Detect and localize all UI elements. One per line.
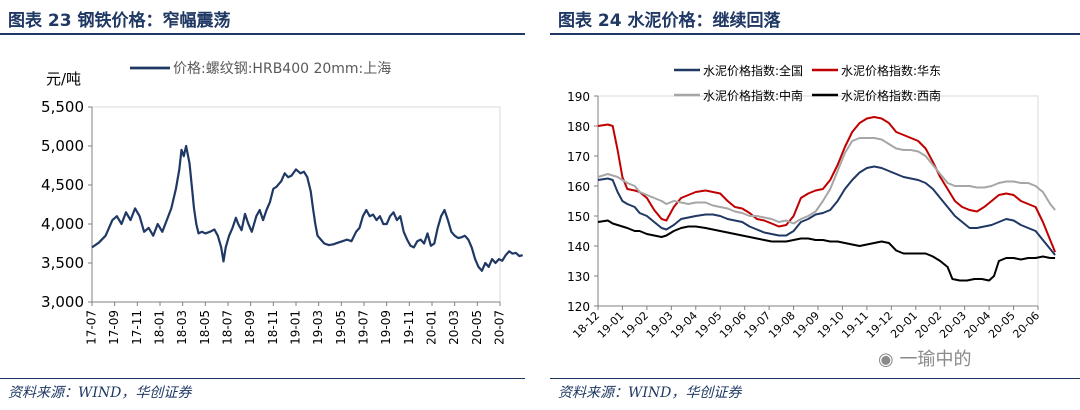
y-tick-label: 190 xyxy=(567,90,590,104)
x-tick-label: 18-07 xyxy=(221,310,235,345)
series-line-0 xyxy=(597,165,1056,256)
x-tick-label: 20-05 xyxy=(470,310,484,345)
legend-label: 水泥价格指数:中南 xyxy=(703,88,803,103)
x-tick-label: 19-09 xyxy=(379,310,393,345)
x-tick-label: 20-05 xyxy=(986,309,1018,341)
wechat-icon: ◉ xyxy=(878,349,894,370)
x-tick-label: 19-11 xyxy=(839,309,871,341)
x-tick-label: 20-03 xyxy=(937,309,969,341)
y-tick-label: 120 xyxy=(567,300,590,314)
legend-label: 水泥价格指数:西南 xyxy=(841,88,941,103)
cement-chart-source: 资料来源：WIND，华创证券 xyxy=(558,385,742,401)
x-tick-label: 20-06 xyxy=(1010,309,1042,341)
steel-chart-title: 图表 23 钢铁价格：窄幅震荡 xyxy=(8,11,231,31)
y-tick-label: 170 xyxy=(567,150,590,164)
source-divider xyxy=(550,378,1080,379)
x-tick-label: 18-11 xyxy=(266,310,280,345)
x-tick-label: 20-01 xyxy=(888,309,920,341)
plot-area xyxy=(91,106,501,303)
x-tick-label: 19-03 xyxy=(644,309,676,341)
series-line-1 xyxy=(597,116,1057,253)
x-tick-label: 19-02 xyxy=(619,309,651,341)
title-divider xyxy=(0,33,525,35)
y-tick-label: 160 xyxy=(567,180,590,194)
steel-chart-source: 资料来源：WIND，华创证券 xyxy=(8,385,192,401)
legend-label: 水泥价格指数:华东 xyxy=(841,63,941,78)
series-line-2 xyxy=(597,137,1056,225)
x-tick-label: 17-07 xyxy=(85,310,99,345)
y-tick-label: 5,000 xyxy=(41,137,84,155)
legend-label: 水泥价格指数:全国 xyxy=(703,63,803,78)
x-tick-label: 19-04 xyxy=(668,309,700,341)
x-tick-label: 19-05 xyxy=(693,309,725,341)
y-axis-label: 元/吨 xyxy=(46,70,81,88)
y-tick-label: 5,500 xyxy=(41,98,84,116)
watermark-text: 一瑜中的 xyxy=(899,349,972,370)
x-tick-label: 19-07 xyxy=(357,310,371,345)
plot-area xyxy=(597,95,1039,307)
x-tick-label: 19-09 xyxy=(790,309,822,341)
x-tick-label: 18-03 xyxy=(175,310,189,345)
y-tick-label: 3,500 xyxy=(41,254,84,272)
legend-label: 价格:螺纹钢:HRB400 20mm:上海 xyxy=(173,61,391,77)
x-tick-label: 20-02 xyxy=(913,309,945,341)
x-tick-label: 19-06 xyxy=(717,309,749,341)
x-tick-label: 19-10 xyxy=(815,309,847,341)
x-tick-label: 19-01 xyxy=(595,309,627,341)
x-tick-label: 20-04 xyxy=(962,309,994,341)
x-tick-label: 19-07 xyxy=(742,309,774,341)
series-line-3 xyxy=(597,219,1056,282)
y-tick-label: 4,500 xyxy=(41,176,84,194)
title-divider xyxy=(550,33,1080,35)
x-tick-label: 19-11 xyxy=(402,310,416,345)
y-tick-label: 150 xyxy=(567,210,590,224)
x-tick-label: 18-05 xyxy=(198,310,212,345)
y-tick-label: 4,000 xyxy=(41,215,84,233)
series-line-0 xyxy=(91,144,523,272)
x-tick-label: 18-09 xyxy=(243,310,257,345)
cement-price-chart: 12013014015016017018019018-1219-0119-021… xyxy=(567,63,1057,341)
y-tick-label: 130 xyxy=(567,270,590,284)
steel-price-chart: 3,000 3,500 4,000 4,500 5,000 5,500 17-07 17-09… xyxy=(41,61,523,345)
x-tick-label: 17-09 xyxy=(107,310,121,345)
x-tick-label: 19-05 xyxy=(334,310,348,345)
cement-chart-title: 图表 24 水泥价格：继续回落 xyxy=(558,11,781,31)
x-tick-label: 18-01 xyxy=(153,310,167,345)
x-tick-label: 19-08 xyxy=(766,309,798,341)
x-tick-label: 19-12 xyxy=(864,309,896,341)
y-tick-label: 180 xyxy=(567,120,590,134)
x-tick-label: 20-07 xyxy=(493,310,507,345)
x-tick-label: 20-01 xyxy=(425,310,439,345)
x-tick-label: 19-03 xyxy=(311,310,325,345)
x-tick-label: 20-03 xyxy=(447,310,461,345)
x-tick-label: 19-01 xyxy=(289,310,303,345)
y-tick-label: 3,000 xyxy=(41,293,84,311)
source-divider xyxy=(0,378,525,379)
watermark: ◉ 一瑜中的 xyxy=(878,345,971,371)
y-tick-label: 140 xyxy=(567,240,590,254)
x-tick-label: 17-11 xyxy=(130,310,144,345)
